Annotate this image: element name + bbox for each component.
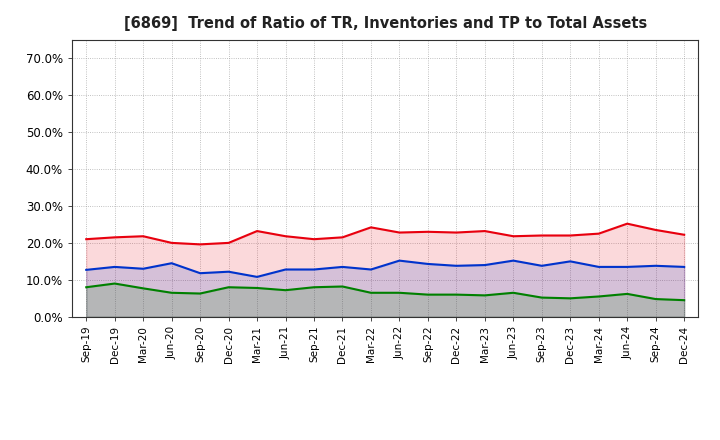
Inventories bbox=[652, 263, 660, 268]
Trade Payables bbox=[537, 295, 546, 300]
Trade Payables bbox=[139, 286, 148, 291]
Inventories bbox=[595, 264, 603, 270]
Trade Payables bbox=[167, 290, 176, 295]
Trade Payables bbox=[509, 290, 518, 295]
Trade Receivables bbox=[423, 229, 432, 235]
Inventories bbox=[282, 267, 290, 272]
Trade Receivables bbox=[366, 225, 375, 230]
Trade Payables bbox=[652, 297, 660, 302]
Trade Payables bbox=[595, 294, 603, 299]
Trade Receivables bbox=[509, 234, 518, 239]
Inventories bbox=[310, 267, 318, 272]
Inventories bbox=[110, 264, 119, 270]
Trade Payables bbox=[282, 288, 290, 293]
Trade Payables bbox=[225, 285, 233, 290]
Trade Payables bbox=[338, 284, 347, 289]
Inventories bbox=[225, 269, 233, 275]
Trade Receivables bbox=[395, 230, 404, 235]
Inventories bbox=[537, 263, 546, 268]
Trade Payables bbox=[196, 291, 204, 296]
Inventories bbox=[196, 271, 204, 276]
Title: [6869]  Trend of Ratio of TR, Inventories and TP to Total Assets: [6869] Trend of Ratio of TR, Inventories… bbox=[124, 16, 647, 32]
Trade Receivables bbox=[225, 240, 233, 246]
Trade Receivables bbox=[253, 228, 261, 234]
Inventories bbox=[480, 262, 489, 268]
Inventories bbox=[566, 259, 575, 264]
Trade Payables bbox=[395, 290, 404, 295]
Line: Trade Payables: Trade Payables bbox=[86, 283, 684, 300]
Trade Receivables bbox=[82, 237, 91, 242]
Trade Payables bbox=[480, 293, 489, 298]
Inventories bbox=[395, 258, 404, 263]
Trade Payables bbox=[566, 296, 575, 301]
Trade Receivables bbox=[338, 235, 347, 240]
Trade Receivables bbox=[652, 227, 660, 233]
Trade Payables bbox=[310, 285, 318, 290]
Trade Receivables bbox=[167, 240, 176, 246]
Trade Receivables bbox=[680, 232, 688, 238]
Inventories bbox=[82, 267, 91, 272]
Trade Payables bbox=[680, 297, 688, 303]
Trade Receivables bbox=[196, 242, 204, 247]
Trade Receivables bbox=[566, 233, 575, 238]
Inventories bbox=[167, 260, 176, 266]
Inventories bbox=[253, 274, 261, 279]
Trade Payables bbox=[623, 291, 631, 297]
Trade Receivables bbox=[480, 228, 489, 234]
Trade Payables bbox=[110, 281, 119, 286]
Line: Inventories: Inventories bbox=[86, 260, 684, 277]
Trade Payables bbox=[452, 292, 461, 297]
Trade Payables bbox=[423, 292, 432, 297]
Inventories bbox=[680, 264, 688, 270]
Trade Payables bbox=[82, 285, 91, 290]
Trade Receivables bbox=[310, 237, 318, 242]
Inventories bbox=[509, 258, 518, 263]
Inventories bbox=[139, 266, 148, 271]
Inventories bbox=[338, 264, 347, 270]
Inventories bbox=[452, 263, 461, 268]
Trade Receivables bbox=[139, 234, 148, 239]
Trade Receivables bbox=[623, 221, 631, 226]
Trade Receivables bbox=[595, 231, 603, 236]
Trade Receivables bbox=[282, 234, 290, 239]
Trade Payables bbox=[366, 290, 375, 295]
Inventories bbox=[423, 261, 432, 267]
Trade Payables bbox=[253, 285, 261, 290]
Inventories bbox=[623, 264, 631, 270]
Trade Receivables bbox=[110, 235, 119, 240]
Trade Receivables bbox=[452, 230, 461, 235]
Inventories bbox=[366, 267, 375, 272]
Line: Trade Receivables: Trade Receivables bbox=[86, 224, 684, 244]
Trade Receivables bbox=[537, 233, 546, 238]
